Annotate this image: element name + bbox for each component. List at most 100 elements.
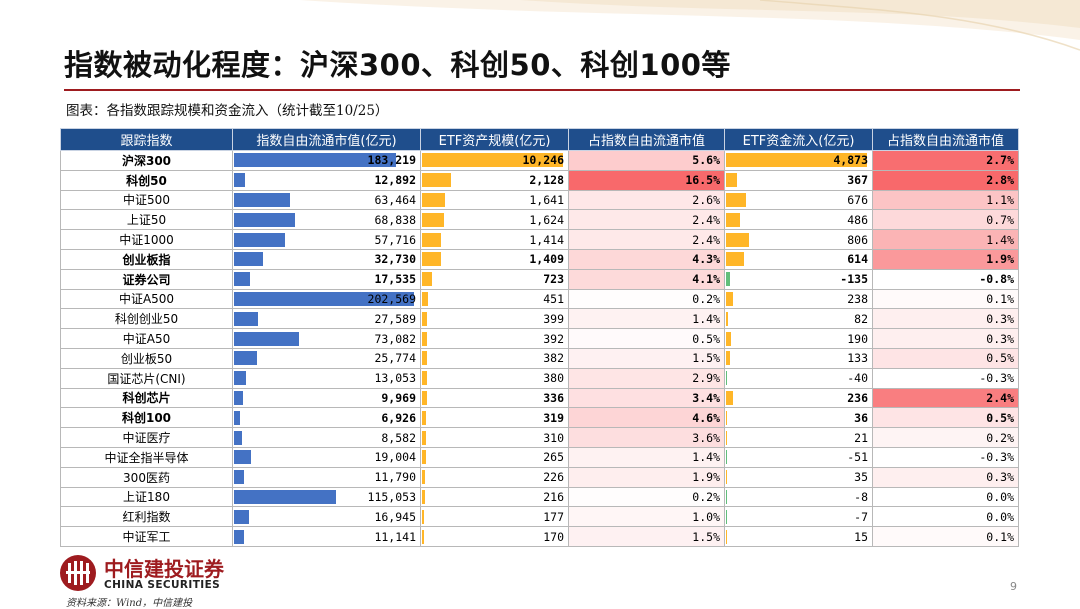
aum-share-value: 3.6%: [692, 429, 720, 447]
flow-bar: [726, 213, 740, 227]
inflow-share-cell: 0.3%: [873, 467, 1019, 487]
etf-inflow-cell: 236: [725, 388, 873, 408]
etf-aum-bar: [422, 411, 426, 425]
mcap-bar: [234, 252, 263, 266]
etf-inflow-cell: 486: [725, 210, 873, 230]
flow-bar: [726, 510, 727, 524]
etf-inflow-cell: 82: [725, 309, 873, 329]
inflow-share-cell: 0.5%: [873, 408, 1019, 428]
etf-inflow-value: 36: [854, 409, 868, 427]
etf-aum-value: 1,641: [529, 191, 564, 209]
mcap-bar: [234, 450, 251, 464]
inflow-share-value: 0.0%: [986, 508, 1014, 526]
aum-share-value: 2.4%: [692, 211, 720, 229]
flow-bar: [726, 490, 727, 504]
etf-inflow-value: 614: [847, 250, 868, 268]
etf-aum-bar: [422, 510, 424, 524]
inflow-share-value: -0.3%: [979, 369, 1014, 387]
mcap-bar: [234, 391, 243, 405]
mcap-cell: 68,838: [233, 210, 421, 230]
etf-inflow-cell: 806: [725, 230, 873, 250]
etf-aum-cell: 1,624: [421, 210, 569, 230]
inflow-share-value: 0.3%: [986, 330, 1014, 348]
etf-inflow-value: 806: [847, 231, 868, 249]
etf-aum-cell: 336: [421, 388, 569, 408]
mcap-bar: [234, 470, 244, 484]
header-etf-aum: ETF资产规模(亿元): [421, 129, 569, 151]
mcap-bar: [234, 351, 257, 365]
page-number: 9: [1010, 580, 1017, 593]
title-rule: [64, 89, 1020, 91]
inflow-share-value: 2.7%: [986, 151, 1014, 169]
aum-share-value: 0.5%: [692, 330, 720, 348]
aum-share-cell: 0.2%: [569, 487, 725, 507]
mcap-value: 68,838: [374, 211, 416, 229]
mcap-value: 202,569: [368, 290, 416, 308]
header-index: 跟踪指数: [61, 129, 233, 151]
etf-inflow-cell: -40: [725, 368, 873, 388]
etf-aum-value: 319: [543, 409, 564, 427]
etf-aum-value: 392: [543, 330, 564, 348]
etf-inflow-cell: 367: [725, 170, 873, 190]
etf-inflow-value: 190: [847, 330, 868, 348]
etf-inflow-cell: -8: [725, 487, 873, 507]
header-aum-share: 占指数自由流通市值: [569, 129, 725, 151]
mcap-cell: 16,945: [233, 507, 421, 527]
etf-inflow-value: 4,873: [833, 151, 868, 169]
inflow-share-cell: 0.5%: [873, 348, 1019, 368]
aum-share-value: 1.0%: [692, 508, 720, 526]
index-name: 国证芯片(CNI): [61, 368, 233, 388]
etf-aum-bar: [422, 450, 426, 464]
index-name: 沪深300: [61, 151, 233, 171]
header-inflow-share: 占指数自由流通市值: [873, 129, 1019, 151]
inflow-share-cell: -0.3%: [873, 368, 1019, 388]
header-free-float-mcap: 指数自由流通市值(亿元): [233, 129, 421, 151]
mcap-bar: [234, 193, 290, 207]
etf-inflow-value: 236: [847, 389, 868, 407]
aum-share-value: 16.5%: [685, 171, 720, 189]
mcap-bar: [234, 173, 245, 187]
index-name: 科创50: [61, 170, 233, 190]
index-name: 中证500: [61, 190, 233, 210]
mcap-cell: 11,141: [233, 527, 421, 547]
aum-share-cell: 1.5%: [569, 348, 725, 368]
inflow-share-value: 0.5%: [986, 409, 1014, 427]
mcap-value: 17,535: [374, 270, 416, 288]
aum-share-value: 2.6%: [692, 191, 720, 209]
mcap-value: 19,004: [374, 448, 416, 466]
mcap-bar: [234, 213, 295, 227]
aum-share-value: 1.9%: [692, 468, 720, 486]
etf-inflow-value: 676: [847, 191, 868, 209]
flow-bar: [726, 470, 727, 484]
etf-aum-bar: [422, 351, 427, 365]
flow-bar: [726, 252, 744, 266]
aum-share-cell: 1.4%: [569, 309, 725, 329]
aum-share-cell: 1.9%: [569, 467, 725, 487]
mcap-bar: [234, 371, 246, 385]
aum-share-cell: 4.3%: [569, 249, 725, 269]
etf-inflow-cell: -51: [725, 447, 873, 467]
mcap-value: 73,082: [374, 330, 416, 348]
etf-aum-cell: 1,641: [421, 190, 569, 210]
etf-inflow-cell: 15: [725, 527, 873, 547]
mcap-bar: [234, 490, 336, 504]
flow-bar: [726, 391, 733, 405]
etf-aum-bar: [422, 173, 451, 187]
index-name: 创业板50: [61, 348, 233, 368]
etf-inflow-cell: 36: [725, 408, 873, 428]
etf-aum-cell: 226: [421, 467, 569, 487]
flow-bar: [726, 312, 728, 326]
aum-share-value: 4.6%: [692, 409, 720, 427]
etf-inflow-value: -51: [847, 448, 868, 466]
inflow-share-cell: 0.1%: [873, 289, 1019, 309]
aum-share-cell: 1.0%: [569, 507, 725, 527]
china-securities-logo-icon: [58, 553, 98, 593]
etf-aum-value: 170: [543, 528, 564, 546]
inflow-share-cell: 0.2%: [873, 428, 1019, 448]
mcap-value: 115,053: [368, 488, 416, 506]
etf-inflow-value: -8: [854, 488, 868, 506]
aum-share-value: 0.2%: [692, 488, 720, 506]
